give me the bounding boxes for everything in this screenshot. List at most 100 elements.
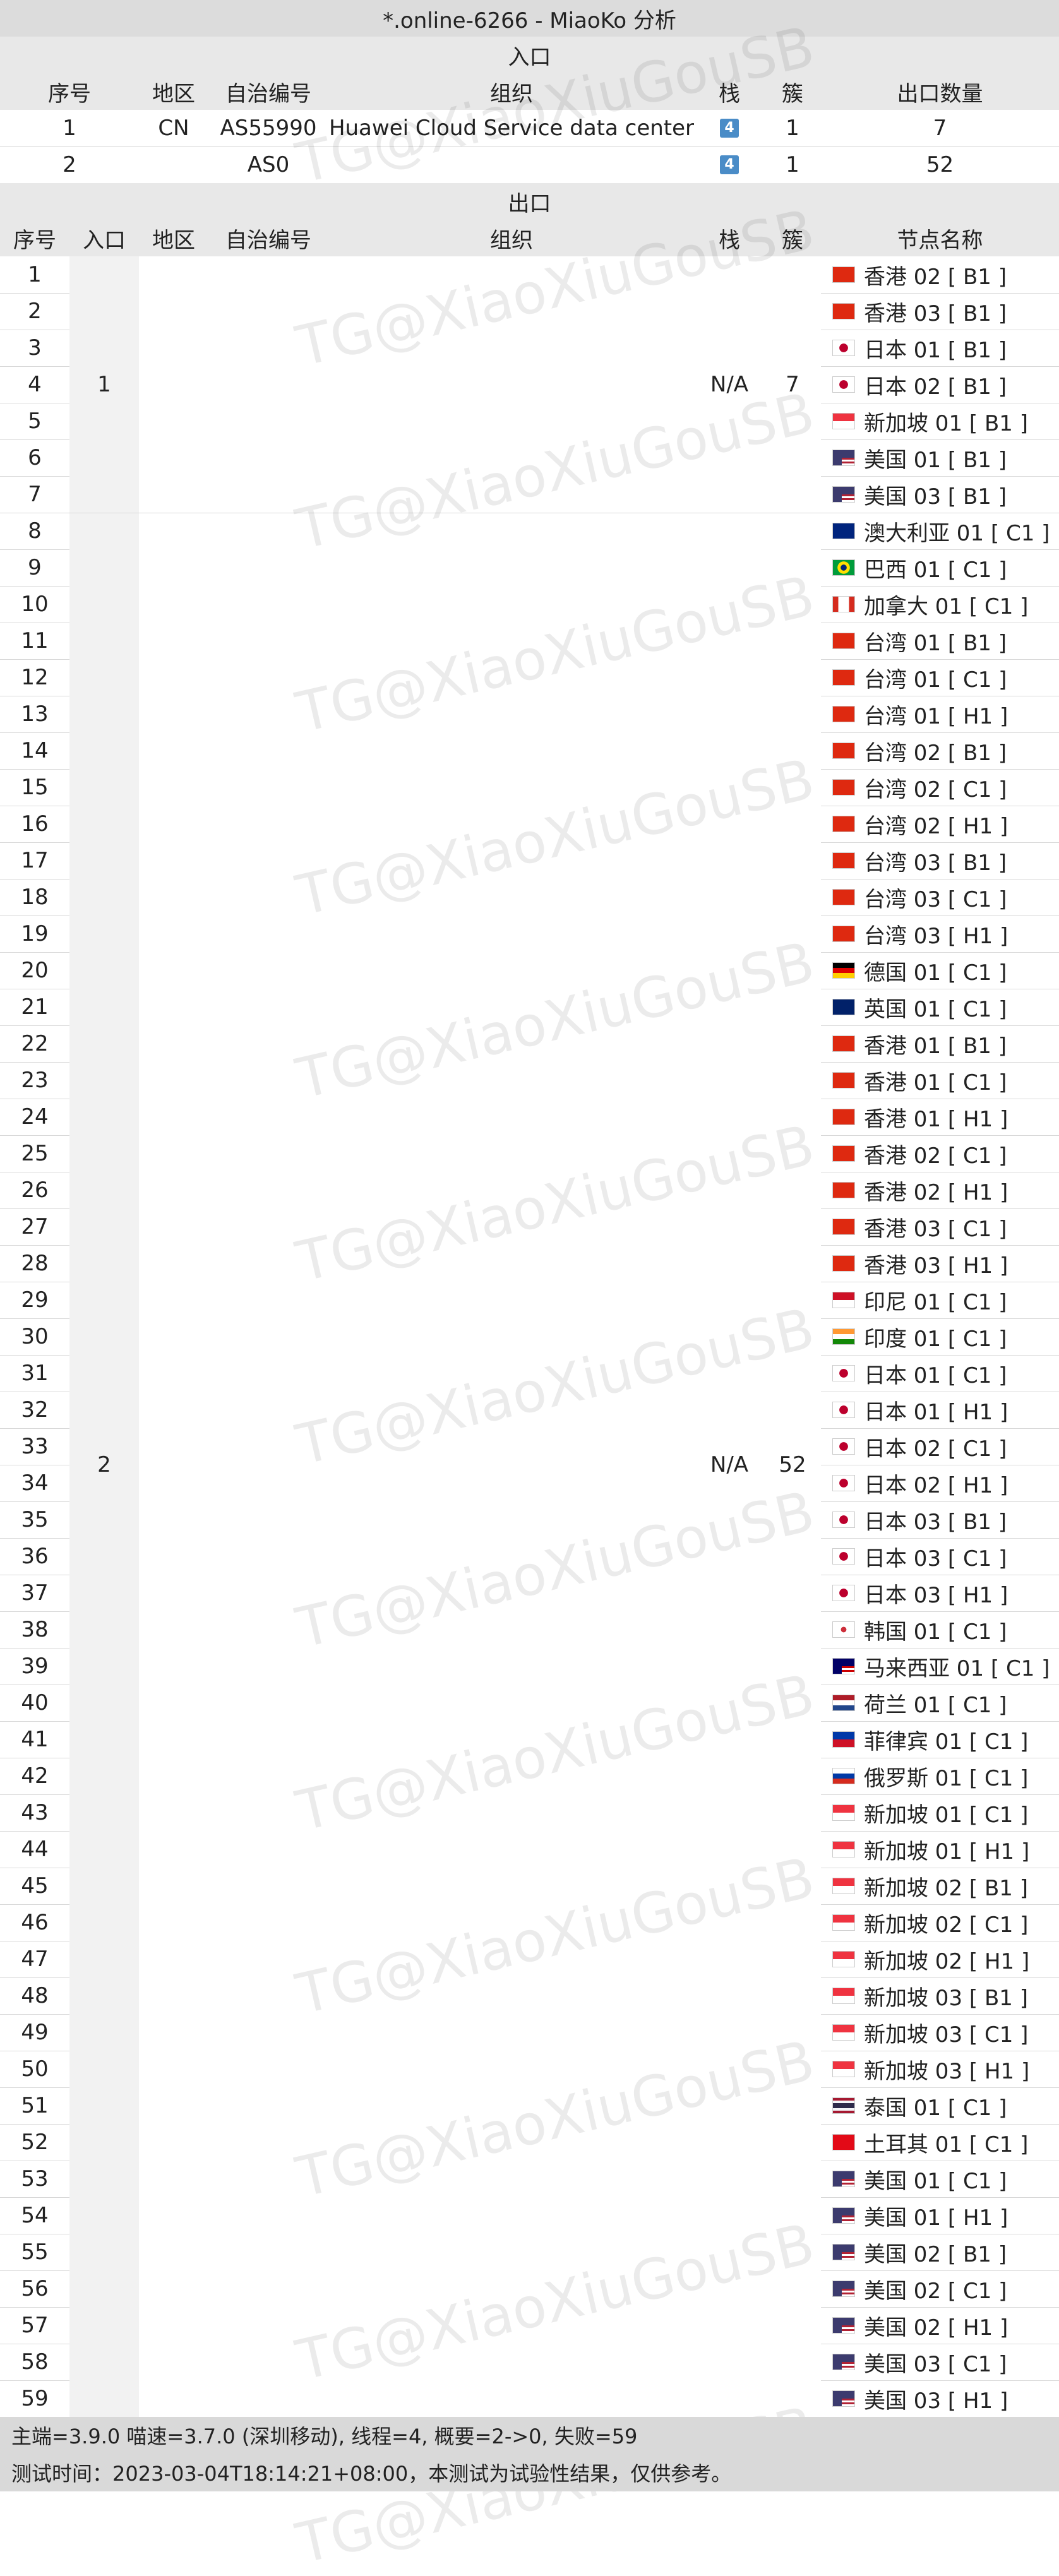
row-divider: [821, 1977, 1059, 1978]
node-name-cell: 英国 01 [ C1 ]: [832, 989, 1059, 1025]
row-divider: [0, 1648, 69, 1649]
exit-row[interactable]: 24 香港 01 [ H1 ]: [0, 1099, 1059, 1135]
entry-row[interactable]: 1 CN AS55990 Huawei Cloud Service data c…: [0, 110, 1059, 146]
exit-idx: 5: [28, 408, 42, 434]
exit-row[interactable]: 57 美国 02 [ H1 ]: [0, 2307, 1059, 2344]
exit-row[interactable]: 26 香港 02 [ H1 ]: [0, 1172, 1059, 1208]
title-bar: *.online-6266 - MiaoKo 分析: [0, 0, 1059, 37]
exit-idx: 58: [21, 2349, 49, 2375]
exit-row[interactable]: 34 日本 02 [ H1 ]: [0, 1465, 1059, 1501]
exit-row[interactable]: 20 德国 01 [ C1 ]: [0, 952, 1059, 989]
exit-row[interactable]: 36 日本 03 [ C1 ]: [0, 1538, 1059, 1575]
exit-idx: 23: [21, 1068, 49, 1093]
exit-row[interactable]: 23 香港 01 [ C1 ]: [0, 1062, 1059, 1099]
exit-header-region: 地区: [152, 227, 195, 253]
exit-row[interactable]: 19 台湾 03 [ H1 ]: [0, 915, 1059, 952]
group-cluster: 52: [779, 1452, 806, 1477]
node-name: 新加坡 03 [ B1 ]: [864, 1985, 1028, 2011]
exit-row[interactable]: 39 马来西亚 01 [ C1 ]: [0, 1648, 1059, 1685]
exit-row[interactable]: 49 新加坡 03 [ C1 ]: [0, 2014, 1059, 2051]
node-name-cell: 香港 03 [ C1 ]: [832, 1208, 1059, 1245]
exit-row[interactable]: 17 台湾 03 [ B1 ]: [0, 842, 1059, 879]
exit-row[interactable]: 51 泰国 01 [ C1 ]: [0, 2087, 1059, 2124]
row-divider: [821, 2197, 1059, 2198]
window-title: *.online-6266 - MiaoKo 分析: [383, 8, 676, 33]
exit-row[interactable]: 52 土耳其 01 [ C1 ]: [0, 2124, 1059, 2161]
row-divider: [0, 1501, 69, 1502]
exit-row[interactable]: 9 巴西 01 [ C1 ]: [0, 549, 1059, 586]
group-entry: 2: [97, 1452, 111, 1477]
exit-row[interactable]: 21 英国 01 [ C1 ]: [0, 989, 1059, 1025]
row-divider: [0, 732, 69, 733]
exit-idx: 1: [28, 262, 42, 287]
exit-row[interactable]: 22 香港 01 [ B1 ]: [0, 1025, 1059, 1062]
exit-row[interactable]: 43 新加坡 01 [ C1 ]: [0, 1794, 1059, 1831]
exit-section-header: 出口: [0, 183, 1059, 220]
exit-row[interactable]: 2 香港 03 [ B1 ]: [0, 293, 1059, 330]
exit-row[interactable]: 50 新加坡 03 [ H1 ]: [0, 2051, 1059, 2087]
row-divider: [821, 1208, 1059, 1209]
exit-row[interactable]: 15 台湾 02 [ C1 ]: [0, 769, 1059, 806]
exit-row[interactable]: 7 美国 03 [ B1 ]: [0, 476, 1059, 513]
node-name-cell: 香港 01 [ H1 ]: [832, 1099, 1059, 1135]
entry-org: [328, 146, 695, 183]
flag-cn-icon: [832, 742, 855, 759]
row-divider: [0, 1135, 69, 1136]
exit-row[interactable]: 44 新加坡 01 [ H1 ]: [0, 1831, 1059, 1868]
exit-row[interactable]: 18 台湾 03 [ C1 ]: [0, 879, 1059, 915]
node-name-cell: 香港 02 [ H1 ]: [832, 1172, 1059, 1208]
flag-jp-icon: [832, 1475, 855, 1491]
exit-row[interactable]: 40 荷兰 01 [ C1 ]: [0, 1685, 1059, 1721]
entry-row[interactable]: 2 AS0 4 1 52: [0, 146, 1059, 183]
flag-jp-icon: [832, 340, 855, 356]
exit-row[interactable]: 30 印度 01 [ C1 ]: [0, 1318, 1059, 1355]
exit-row[interactable]: 32 日本 01 [ H1 ]: [0, 1392, 1059, 1428]
exit-idx: 38: [21, 1617, 49, 1642]
entry-header-asn: 自治编号: [225, 81, 311, 107]
exit-row[interactable]: 12 台湾 01 [ C1 ]: [0, 659, 1059, 696]
exit-row[interactable]: 6 美国 01 [ B1 ]: [0, 439, 1059, 476]
exit-row[interactable]: 31 日本 01 [ C1 ]: [0, 1355, 1059, 1392]
exit-row[interactable]: 47 新加坡 02 [ H1 ]: [0, 1941, 1059, 1977]
exit-row[interactable]: 45 新加坡 02 [ B1 ]: [0, 1868, 1059, 1904]
exit-row[interactable]: 41 菲律宾 01 [ C1 ]: [0, 1721, 1059, 1758]
exit-row[interactable]: 37 日本 03 [ H1 ]: [0, 1575, 1059, 1611]
node-name-cell: 新加坡 03 [ H1 ]: [832, 2051, 1059, 2087]
exit-row[interactable]: 53 美国 01 [ C1 ]: [0, 2161, 1059, 2197]
exit-row[interactable]: 42 俄罗斯 01 [ C1 ]: [0, 1758, 1059, 1794]
exit-idx: 7: [28, 482, 42, 507]
flag-sg-icon: [832, 1804, 855, 1821]
exit-row[interactable]: 4 日本 02 [ B1 ]: [0, 366, 1059, 403]
exit-row[interactable]: 3 日本 01 [ B1 ]: [0, 330, 1059, 366]
exit-row[interactable]: 5 新加坡 01 [ B1 ]: [0, 403, 1059, 439]
exit-row[interactable]: 8 澳大利亚 01 [ C1 ]: [0, 513, 1059, 549]
exit-row[interactable]: 38 韩国 01 [ C1 ]: [0, 1611, 1059, 1648]
exit-row[interactable]: 35 日本 03 [ B1 ]: [0, 1501, 1059, 1538]
exit-idx: 20: [21, 958, 49, 983]
exit-row[interactable]: 1 香港 02 [ B1 ]: [0, 256, 1059, 293]
exit-row[interactable]: 29 印尼 01 [ C1 ]: [0, 1282, 1059, 1318]
exit-row[interactable]: 59 美国 03 [ H1 ]: [0, 2380, 1059, 2417]
node-name: 新加坡 01 [ C1 ]: [864, 1802, 1029, 1828]
exit-row[interactable]: 28 香港 03 [ H1 ]: [0, 1245, 1059, 1282]
exit-row[interactable]: 33 日本 02 [ C1 ]: [0, 1428, 1059, 1465]
exit-row[interactable]: 48 新加坡 03 [ B1 ]: [0, 1977, 1059, 2014]
exit-row[interactable]: 58 美国 03 [ C1 ]: [0, 2344, 1059, 2380]
exit-row[interactable]: 16 台湾 02 [ H1 ]: [0, 806, 1059, 842]
node-name: 德国 01 [ C1 ]: [864, 960, 1007, 986]
exit-row[interactable]: 14 台湾 02 [ B1 ]: [0, 732, 1059, 769]
flag-cn-icon: [832, 852, 855, 869]
exit-row[interactable]: 46 新加坡 02 [ C1 ]: [0, 1904, 1059, 1941]
exit-row[interactable]: 56 美国 02 [ C1 ]: [0, 2270, 1059, 2307]
exit-row[interactable]: 10 加拿大 01 [ C1 ]: [0, 586, 1059, 623]
exit-row[interactable]: 55 美国 02 [ B1 ]: [0, 2234, 1059, 2270]
exit-row[interactable]: 13 台湾 01 [ H1 ]: [0, 696, 1059, 732]
exit-row[interactable]: 11 台湾 01 [ B1 ]: [0, 623, 1059, 659]
exit-row[interactable]: 27 香港 03 [ C1 ]: [0, 1208, 1059, 1245]
exit-row[interactable]: 25 香港 02 [ C1 ]: [0, 1135, 1059, 1172]
node-name: 日本 02 [ B1 ]: [864, 374, 1007, 400]
exit-idx: 59: [21, 2386, 49, 2411]
exit-row[interactable]: 54 美国 01 [ H1 ]: [0, 2197, 1059, 2234]
node-name: 香港 03 [ B1 ]: [864, 301, 1007, 326]
node-name-cell: 美国 01 [ C1 ]: [832, 2161, 1059, 2197]
